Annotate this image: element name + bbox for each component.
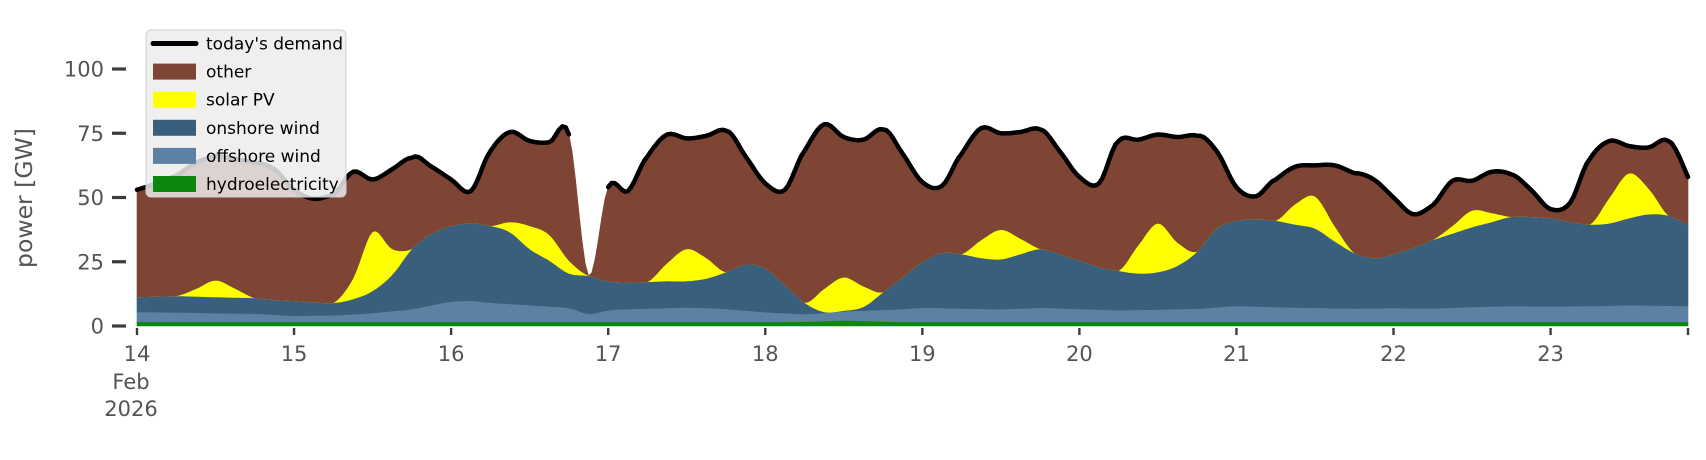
legend-box (145, 29, 347, 198)
legend-item-solar-pv: solar PV (153, 91, 275, 111)
x-axis-date-label: 2026 (104, 397, 157, 421)
legend-label: hydroelectricity (206, 175, 339, 195)
other-swatch (153, 63, 196, 80)
legend-item-offshore-wind: offshore wind (153, 147, 321, 167)
x-tick-label: 17 (595, 342, 622, 366)
legend: today's demand other solar PV onshore wind o… (145, 29, 347, 198)
y-tick-label: 25 (77, 250, 104, 274)
x-tick-label: 23 (1537, 342, 1564, 366)
legend-label: solar PV (206, 91, 275, 111)
legend-label: onshore wind (206, 119, 320, 139)
x-tick-label: 19 (909, 342, 936, 366)
x-tick-label: 20 (1066, 342, 1093, 366)
offshore-wind-swatch (153, 147, 196, 164)
y-axis: 0 25 50 75 100 power [GW] (10, 58, 126, 339)
legend-label: other (206, 63, 251, 83)
onshore-wind-swatch (153, 119, 196, 136)
x-tick-label: 14 (124, 342, 151, 366)
y-tick-label: 100 (64, 58, 104, 82)
x-tick-label: 16 (438, 342, 465, 366)
legend-item-onshore-wind: onshore wind (153, 119, 320, 139)
y-axis-title: power [GW] (10, 128, 38, 268)
x-tick-label: 21 (1223, 342, 1250, 366)
legend-item-today-s-demand: today's demand (150, 35, 343, 55)
y-tick-label: 0 (91, 315, 104, 339)
x-axis-date-label: Feb (112, 370, 149, 394)
x-tick-label: 18 (752, 342, 779, 366)
y-tick-label: 75 (77, 122, 104, 146)
legend-label: today's demand (206, 35, 343, 55)
legend-label: offshore wind (206, 147, 321, 167)
legend-item-other: other (153, 63, 251, 83)
demand-line-segment (605, 121, 1691, 217)
solar-pv-swatch (153, 91, 196, 108)
legend-item-hydroelectricity: hydroelectricity (153, 175, 339, 195)
x-tick-label: 22 (1380, 342, 1407, 366)
hydroelectricity-swatch (153, 176, 196, 192)
y-tick-label: 50 (77, 186, 104, 210)
x-axis: 14 15 16 17 18 19 20 21 22 23 Feb 2026 (104, 328, 1690, 421)
x-tick-label: 15 (281, 342, 308, 366)
stacked-areas (136, 123, 1689, 327)
